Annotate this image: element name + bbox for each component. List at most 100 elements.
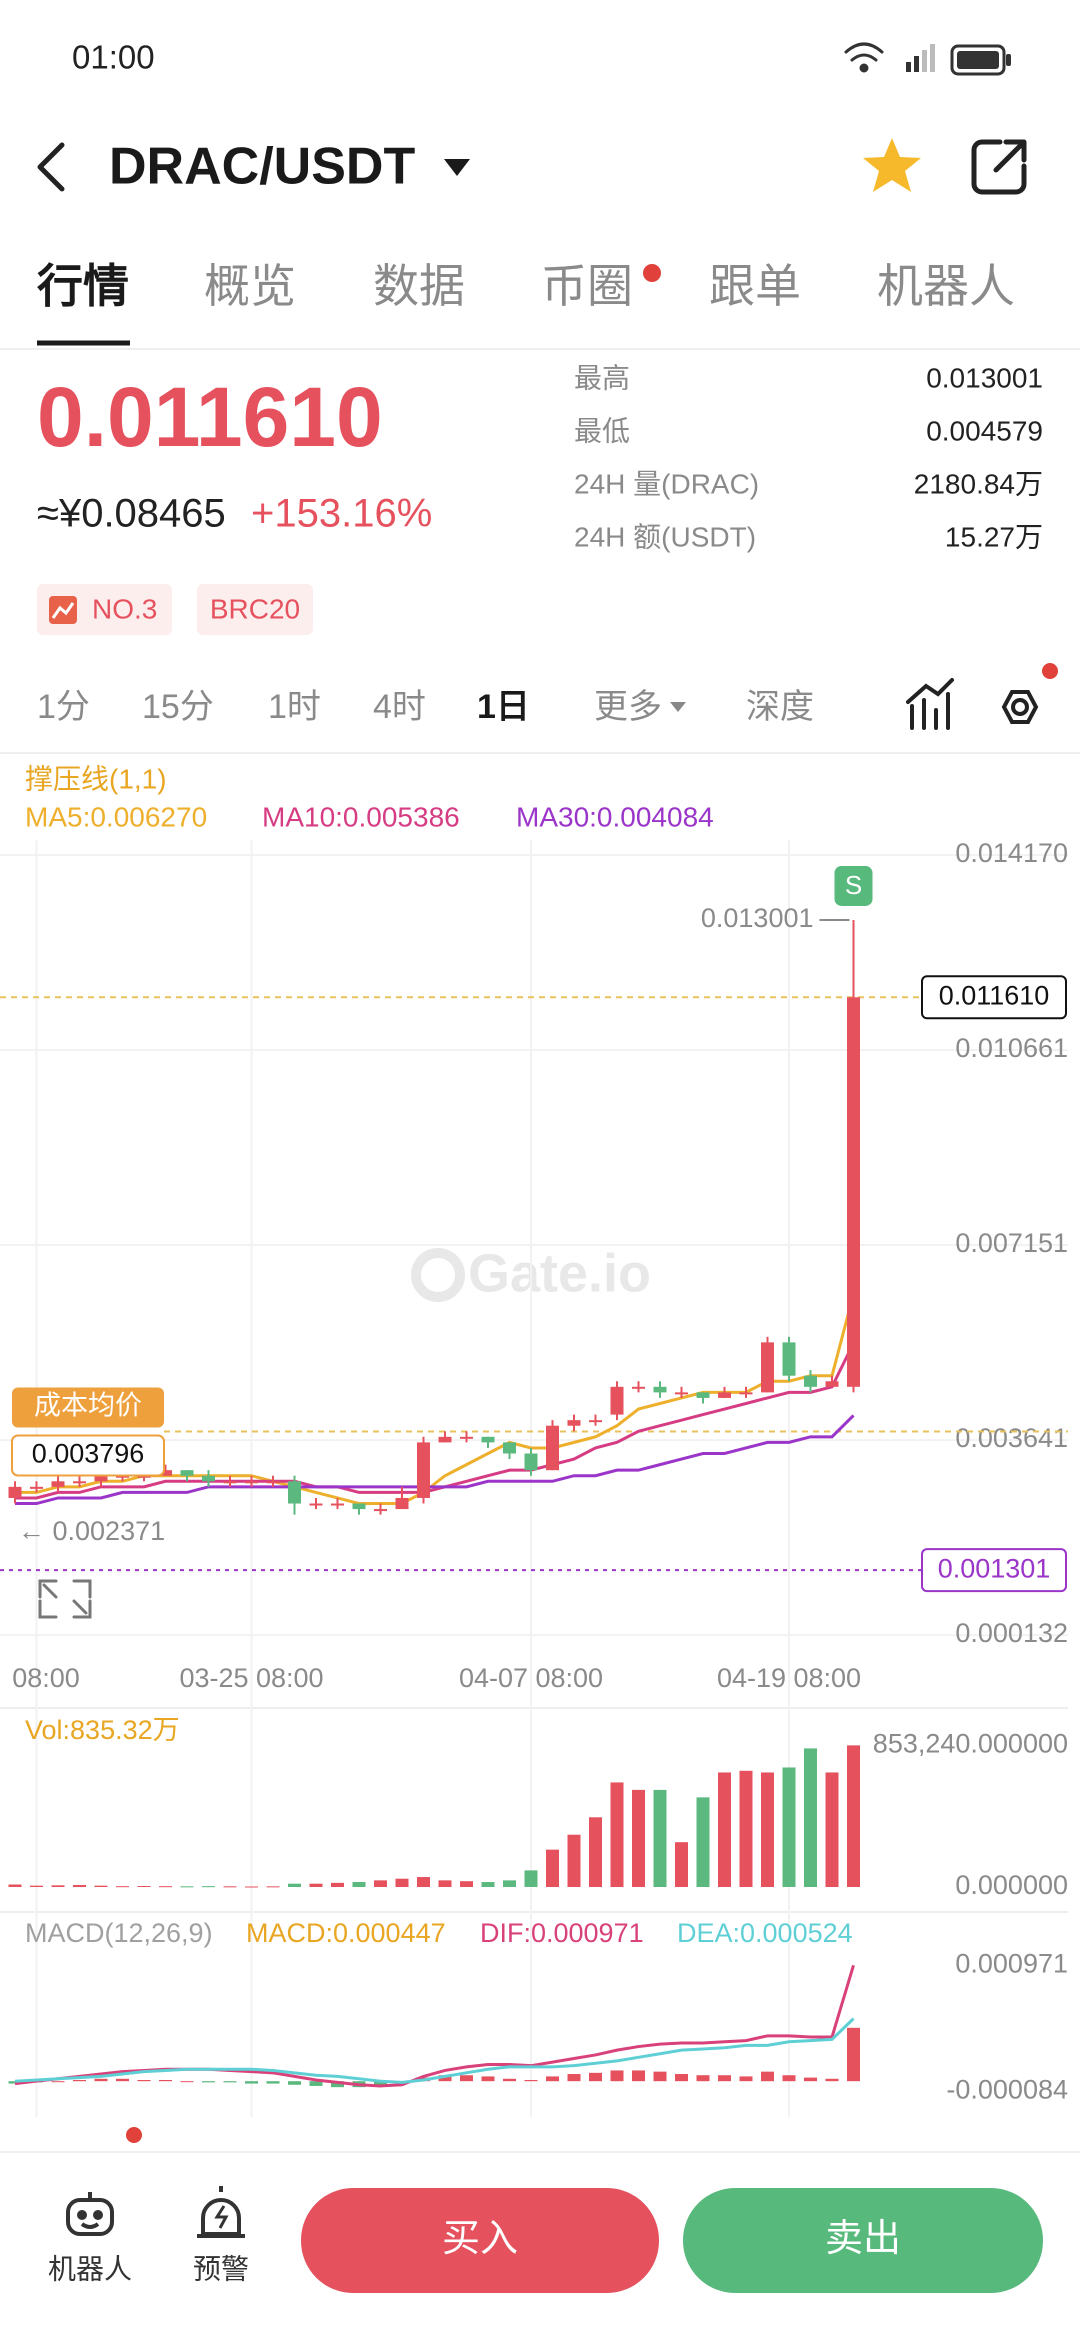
macd-bar bbox=[632, 2070, 645, 2082]
last-price-box bbox=[921, 975, 1067, 1020]
candle-body bbox=[481, 1436, 495, 1443]
stat-value: 0.004579 bbox=[926, 415, 1043, 446]
candle-body bbox=[202, 1475, 215, 1482]
candle-body bbox=[696, 1392, 710, 1398]
last-price-label: 0.011610 bbox=[939, 980, 1050, 1010]
candle-body bbox=[804, 1375, 817, 1387]
cny-price: ≈¥0.08465 bbox=[37, 492, 226, 536]
robot-icon[interactable] bbox=[66, 2192, 114, 2236]
sell-button[interactable] bbox=[683, 2188, 1043, 2293]
legend-entry: MA30:0.004084 bbox=[516, 801, 714, 832]
macd-label: MACD(12,26,9) bbox=[25, 1918, 213, 1948]
rank-icon bbox=[49, 596, 77, 624]
macd-bar bbox=[524, 2079, 538, 2082]
interval[interactable]: 4时 bbox=[373, 688, 426, 726]
x-tick-label: 04-19 08:00 bbox=[717, 1663, 861, 1693]
candle-body bbox=[8, 1486, 22, 1498]
interval[interactable]: 1日 bbox=[477, 688, 530, 726]
tab[interactable]: 数据 bbox=[373, 260, 465, 312]
candle-body bbox=[223, 1481, 237, 1484]
alert-price: 0.001301 bbox=[938, 1553, 1051, 1583]
volume-bar bbox=[782, 1767, 796, 1887]
candle-body bbox=[718, 1392, 731, 1398]
legend-entry: MA5:0.006270 bbox=[25, 801, 207, 832]
stat-value: 2180.84万 bbox=[914, 468, 1043, 499]
macd-bar bbox=[116, 2078, 129, 2082]
macd-bar bbox=[610, 2070, 624, 2082]
page-dot bbox=[126, 2127, 142, 2143]
interval[interactable]: 深度 bbox=[746, 688, 814, 726]
buy-button[interactable] bbox=[301, 2188, 659, 2293]
volume-bar bbox=[352, 1882, 366, 1887]
tab[interactable]: 跟单 bbox=[709, 260, 801, 312]
volume-bar bbox=[503, 1880, 516, 1887]
candle-body bbox=[30, 1486, 43, 1489]
candle-body bbox=[180, 1470, 194, 1476]
macd-bar bbox=[73, 2079, 86, 2082]
ma-line bbox=[15, 1414, 855, 1506]
interval[interactable]: 1时 bbox=[268, 688, 321, 726]
tag: NO.3 bbox=[92, 593, 157, 624]
candle-body bbox=[825, 1381, 839, 1387]
macd-bar bbox=[288, 2081, 301, 2085]
y-tick-label: 0.010661 bbox=[955, 1033, 1068, 1063]
candle-body bbox=[782, 1342, 796, 1376]
settings-button[interactable] bbox=[1001, 690, 1039, 724]
pair-title[interactable]: DRAC/USDT bbox=[109, 138, 415, 196]
expand-button[interactable] bbox=[38, 1579, 92, 1619]
badge-dot bbox=[643, 264, 661, 282]
alert-icon[interactable] bbox=[197, 2186, 245, 2238]
volume-bar bbox=[73, 1885, 86, 1887]
pair-dropdown[interactable] bbox=[444, 159, 470, 176]
candle-body bbox=[245, 1481, 258, 1484]
interval[interactable]: 15分 bbox=[142, 688, 214, 726]
bottom-item[interactable]: 机器人 bbox=[48, 2253, 132, 2284]
interval[interactable]: 更多 bbox=[594, 688, 662, 726]
candle-body bbox=[675, 1392, 688, 1395]
macd-bar bbox=[266, 2081, 280, 2084]
candle-body bbox=[460, 1436, 473, 1439]
volume-bar bbox=[309, 1883, 323, 1887]
volume-bar bbox=[653, 1789, 667, 1887]
y-tick-label: 0.007151 bbox=[955, 1228, 1068, 1258]
macd-bar bbox=[503, 2078, 516, 2082]
macd-bar bbox=[180, 2081, 194, 2083]
stat-label: 最高 bbox=[574, 362, 630, 393]
status-icons bbox=[844, 42, 1011, 76]
candle-body bbox=[438, 1436, 452, 1443]
macd-bar bbox=[137, 2079, 151, 2082]
macd-bar bbox=[438, 2075, 452, 2082]
tab[interactable]: 行情 bbox=[37, 260, 129, 312]
volume-bar bbox=[481, 1882, 495, 1887]
signal-text: S bbox=[845, 870, 862, 900]
back-button[interactable] bbox=[37, 142, 65, 192]
macd-bar bbox=[761, 2071, 774, 2082]
x-tick-label: 08:00 bbox=[12, 1663, 80, 1693]
stat-label: 最低 bbox=[574, 415, 630, 446]
macd-bar bbox=[309, 2081, 323, 2086]
volume-bar bbox=[761, 1772, 774, 1887]
tab[interactable]: 机器人 bbox=[877, 260, 1015, 312]
volume-bar bbox=[180, 1886, 194, 1888]
share-button[interactable] bbox=[971, 139, 1027, 195]
cost-price: 0.003796 bbox=[32, 1439, 145, 1469]
indicator-button[interactable] bbox=[906, 678, 954, 730]
sell-label[interactable]: 卖出 bbox=[825, 2218, 901, 2260]
interval[interactable]: 1分 bbox=[37, 688, 90, 726]
candle-body bbox=[589, 1420, 602, 1423]
tab[interactable]: 币圈 bbox=[541, 260, 633, 312]
buy-label[interactable]: 买入 bbox=[442, 2218, 518, 2260]
tab[interactable]: 概览 bbox=[204, 260, 296, 312]
macd-legend: MACD:0.000447 bbox=[246, 1918, 446, 1948]
bottom-item[interactable]: 预警 bbox=[193, 2253, 249, 2284]
candle-body bbox=[739, 1392, 753, 1395]
macd-bar bbox=[567, 2074, 581, 2082]
macd-bar bbox=[782, 2075, 796, 2082]
macd-legend: DEA:0.000524 bbox=[677, 1918, 853, 1948]
x-tick-label: 04-07 08:00 bbox=[459, 1663, 603, 1693]
candle-body bbox=[761, 1342, 774, 1393]
candle-body bbox=[524, 1453, 538, 1471]
volume-bar bbox=[417, 1877, 430, 1887]
favorite-star[interactable] bbox=[863, 138, 921, 192]
